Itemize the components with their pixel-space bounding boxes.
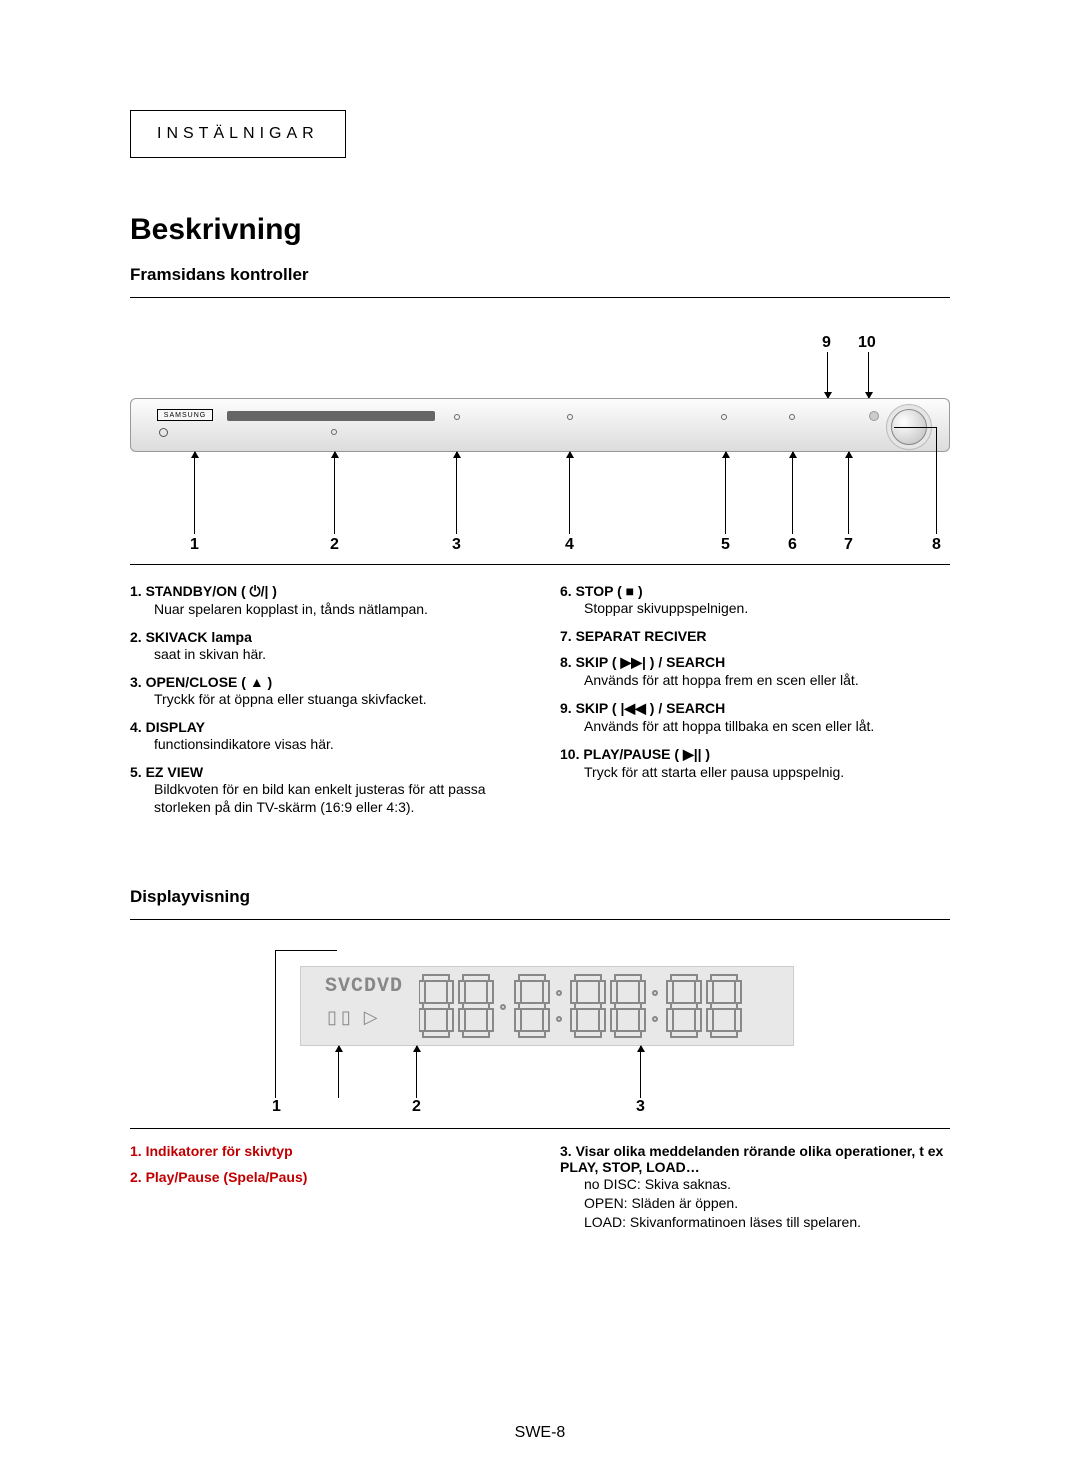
front-section-title: Framsidans kontroller [130, 265, 950, 285]
play-pause-indicator-icons: ▯▯ ▷ [327, 1007, 382, 1028]
callout-num-5: 5 [721, 536, 730, 554]
callout-num-4: 4 [565, 536, 574, 554]
list-item: 9. SKIP ( |◀◀ ) / SEARCHAnvänds för att … [560, 700, 950, 736]
list-item: 2. SKIVACK lampasaat in skivan här. [130, 629, 520, 664]
pointer-line [194, 452, 195, 534]
indicator-hole [567, 414, 573, 420]
pointer-line [456, 452, 457, 534]
list-item: 5. EZ VIEWBildkvoten för en bild kan enk… [130, 764, 520, 818]
list-item: 3. Visar olika meddelanden rörande olika… [560, 1143, 950, 1232]
page-number: SWE-8 [0, 1424, 1080, 1442]
list-item: 8. SKIP ( ▶▶| ) / SEARCHAnvänds för att … [560, 654, 950, 690]
callout-num-d2: 2 [412, 1098, 421, 1116]
pointer-line [334, 452, 335, 534]
page-title: Beskrivning [130, 213, 950, 247]
callout-num-9: 9 [822, 334, 831, 352]
dvd-player-front: SAMSUNG [130, 398, 950, 452]
pointer-line [936, 427, 937, 534]
lcd-display: SVCDVD ▯▯ ▷ [300, 966, 794, 1046]
pointer-line [848, 452, 849, 534]
callout-num-2: 2 [330, 536, 339, 554]
disc-type-text: SVCDVD [325, 975, 403, 998]
list-item: 2. Play/Pause (Spela/Paus) [130, 1169, 520, 1185]
display-items: 1. Indikatorer för skivtyp 2. Play/Pause… [130, 1143, 950, 1242]
front-items-right: 6. STOP ( ■ )Stoppar skivuppspelnigen. 7… [560, 583, 950, 827]
list-item: 1. Indikatorer för skivtyp [130, 1143, 520, 1159]
front-items-left: 1. STANDBY/ON ( ⏻/| )Nuar spelaren koppl… [130, 583, 520, 827]
front-panel-diagram: 9 10 SAMSUNG 1 2 3 4 5 6 7 8 [130, 334, 950, 554]
list-item: 3. OPEN/CLOSE ( ▲ )Tryckk för at öppna e… [130, 674, 520, 709]
pointer-line [894, 427, 936, 428]
bracket-line [275, 968, 276, 1098]
standby-button-icon [159, 428, 168, 437]
list-item: 6. STOP ( ■ )Stoppar skivuppspelnigen. [560, 583, 950, 618]
callout-num-1: 1 [190, 536, 199, 554]
display-items-right: 3. Visar olika meddelanden rörande olika… [560, 1143, 950, 1242]
front-items: 1. STANDBY/ON ( ⏻/| )Nuar spelaren koppl… [130, 583, 950, 827]
callout-num-10: 10 [858, 334, 876, 352]
pointer-line [416, 1046, 417, 1098]
indicator-hole [454, 414, 460, 420]
callout-num-3: 3 [452, 536, 461, 554]
disc-tray [227, 411, 435, 421]
divider [130, 919, 950, 920]
indicator-hole [331, 429, 337, 435]
receiver-window [869, 411, 879, 421]
display-section-title: Displayvisning [130, 887, 950, 907]
display-diagram: SVCDVD ▯▯ ▷ [130, 938, 950, 1118]
callout-num-d3: 3 [636, 1098, 645, 1116]
divider [130, 1128, 950, 1129]
pointer-line [868, 352, 869, 398]
pointer-line [725, 452, 726, 534]
pointer-line [640, 1046, 641, 1098]
divider [130, 297, 950, 298]
list-item: 4. DISPLAYfunctionsindikatore visas här. [130, 719, 520, 754]
callout-num-d1: 1 [272, 1098, 281, 1116]
indicator-hole [789, 414, 795, 420]
list-item: 1. STANDBY/ON ( ⏻/| )Nuar spelaren koppl… [130, 583, 520, 619]
list-item: 10. PLAY/PAUSE ( ▶|| )Tryck för att star… [560, 746, 950, 782]
pointer-line [792, 452, 793, 534]
callout-num-8: 8 [932, 536, 941, 554]
pointer-line [569, 452, 570, 534]
brand-badge: SAMSUNG [157, 409, 213, 421]
callout-num-7: 7 [844, 536, 853, 554]
callout-num-6: 6 [788, 536, 797, 554]
list-item: 7. SEPARAT RECIVER [560, 628, 950, 644]
display-items-left: 1. Indikatorer för skivtyp 2. Play/Pause… [130, 1143, 520, 1242]
pointer-line [827, 352, 828, 398]
pointer-line [338, 1046, 339, 1098]
category-box: INSTÄLNIGAR [130, 110, 346, 158]
seven-segment-digits [419, 971, 789, 1043]
category-label: INSTÄLNIGAR [157, 125, 319, 142]
divider [130, 564, 950, 565]
indicator-hole [721, 414, 727, 420]
